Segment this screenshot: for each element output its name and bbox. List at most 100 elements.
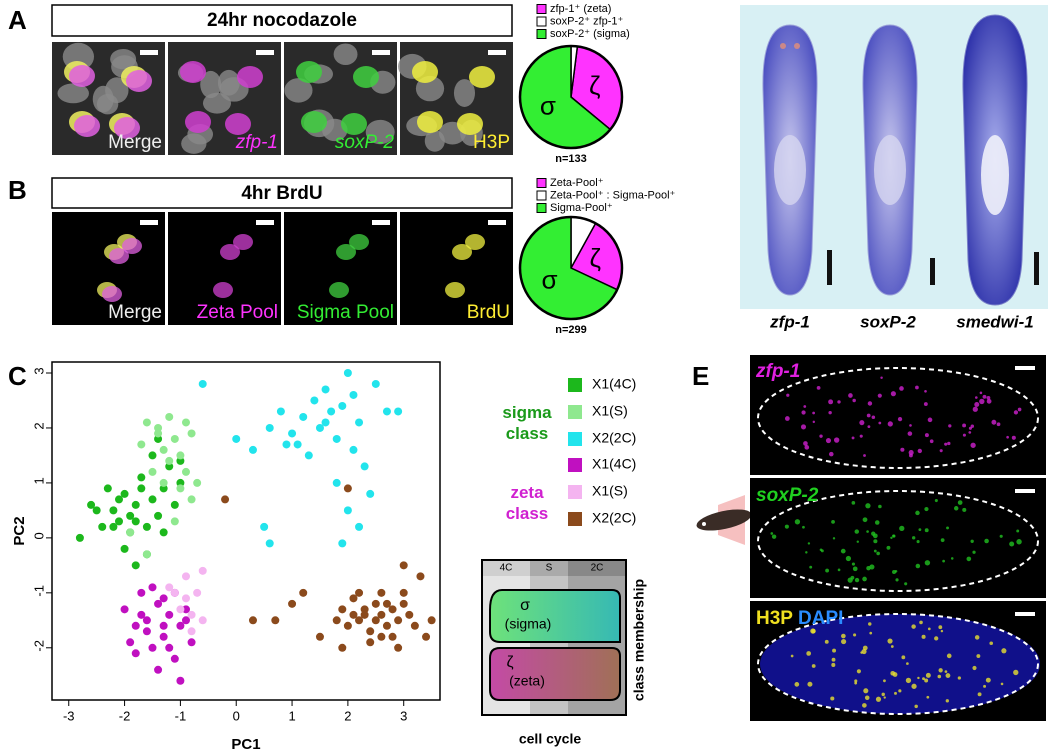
signal-dot: [914, 704, 918, 709]
scatter-point: [142, 627, 151, 636]
signal-dot: [854, 577, 860, 583]
signal-dot: [974, 635, 980, 640]
signal-dot: [878, 504, 882, 509]
signal-dot: [892, 534, 895, 538]
legend-swatch: [568, 485, 582, 499]
scatter-point: [282, 440, 291, 449]
signal: [329, 282, 349, 298]
signal-dot: [927, 627, 931, 631]
scatter-point: [126, 638, 135, 647]
scatter-point: [265, 423, 274, 432]
signal-dot: [924, 433, 929, 438]
channel-label: soxP-2: [756, 485, 819, 506]
scatter-point: [154, 511, 163, 520]
signal-dot: [828, 399, 834, 405]
legend-swatch: [536, 16, 547, 27]
signal-dot: [852, 398, 856, 403]
pie-outline: [518, 44, 624, 150]
signal-dot: [856, 540, 859, 543]
signal-dot: [847, 577, 853, 583]
scatter-point: [221, 495, 230, 504]
signal-dot: [866, 530, 869, 533]
signal-dot: [972, 406, 978, 412]
signal-dot: [840, 548, 846, 554]
signal-dot: [856, 669, 861, 674]
scatter-point: [154, 665, 163, 674]
signal-dot: [803, 405, 807, 408]
signal-dot: [825, 568, 829, 573]
signal: [336, 244, 356, 260]
signal-dot: [979, 398, 985, 405]
scatter-point: [181, 594, 190, 603]
signal: [412, 61, 438, 83]
worm-outline: [757, 490, 1039, 592]
micrograph: [400, 212, 513, 325]
signal: [452, 244, 472, 260]
signal-dot: [832, 648, 837, 653]
class-symbol: σ: [520, 597, 530, 614]
scatter-point: [181, 418, 190, 427]
scatter-point: [338, 401, 347, 410]
signal-dot: [919, 620, 923, 625]
scatter-point: [332, 616, 341, 625]
signal: [237, 66, 263, 88]
scatter-point: [355, 616, 364, 625]
scatter-point: [187, 638, 196, 647]
signal-dot: [924, 678, 929, 683]
signal-dot: [979, 391, 983, 395]
signal-dot: [917, 448, 922, 454]
scatter-point: [327, 407, 336, 416]
scatter-point: [198, 616, 207, 625]
signal-dot: [801, 410, 806, 415]
signal-dot: [883, 696, 886, 699]
signal-dot: [862, 576, 867, 582]
signal-dot: [924, 528, 929, 533]
pharynx: [774, 135, 806, 205]
scatter-point: [120, 489, 129, 498]
scatter-point: [109, 506, 118, 515]
signal-dot: [915, 563, 921, 569]
signal-dot: [831, 657, 836, 662]
signal-dot: [831, 519, 835, 524]
scale-bar: [140, 220, 158, 225]
signal-dot: [790, 654, 794, 658]
slice-label: ζ: [590, 243, 601, 273]
scatter-point: [159, 632, 168, 641]
scatter-point: [159, 594, 168, 603]
signal-dot: [770, 532, 774, 535]
nucleus: [200, 70, 222, 99]
channel-label: zfp-1: [755, 361, 800, 382]
scatter-point: [349, 594, 358, 603]
signal-dot: [812, 420, 816, 424]
scatter-point: [399, 599, 408, 608]
scatter-point: [126, 528, 135, 537]
x-tick-label: 0: [233, 708, 240, 723]
signal: [126, 70, 152, 92]
signal-dot: [945, 673, 951, 678]
signal-dot: [820, 549, 824, 553]
signal-dot: [890, 391, 896, 397]
signal: [469, 66, 495, 88]
image-label: soxP-2: [860, 312, 916, 331]
signal-dot: [906, 662, 909, 665]
legend-swatch: [536, 4, 547, 14]
signal-dot: [905, 677, 912, 684]
signal-dot: [970, 442, 976, 448]
signal: [69, 65, 95, 87]
signal-dot: [1011, 435, 1016, 440]
signal-dot: [872, 533, 878, 539]
scatter-point: [148, 467, 157, 476]
y-tick-label: -2: [31, 640, 46, 652]
y-tick-label: 0: [31, 532, 46, 539]
signal-dot: [926, 695, 930, 699]
scatter-point: [131, 649, 140, 658]
signal-dot: [825, 437, 832, 444]
scatter-point: [343, 506, 352, 515]
fluorescence-image: [750, 478, 1046, 598]
dapi-signal: [760, 614, 1040, 714]
title-box: [51, 177, 513, 209]
scatter-point: [165, 583, 174, 592]
scale-bar: [930, 258, 935, 285]
signal-dot: [829, 451, 834, 457]
signal-dot: [837, 568, 841, 572]
